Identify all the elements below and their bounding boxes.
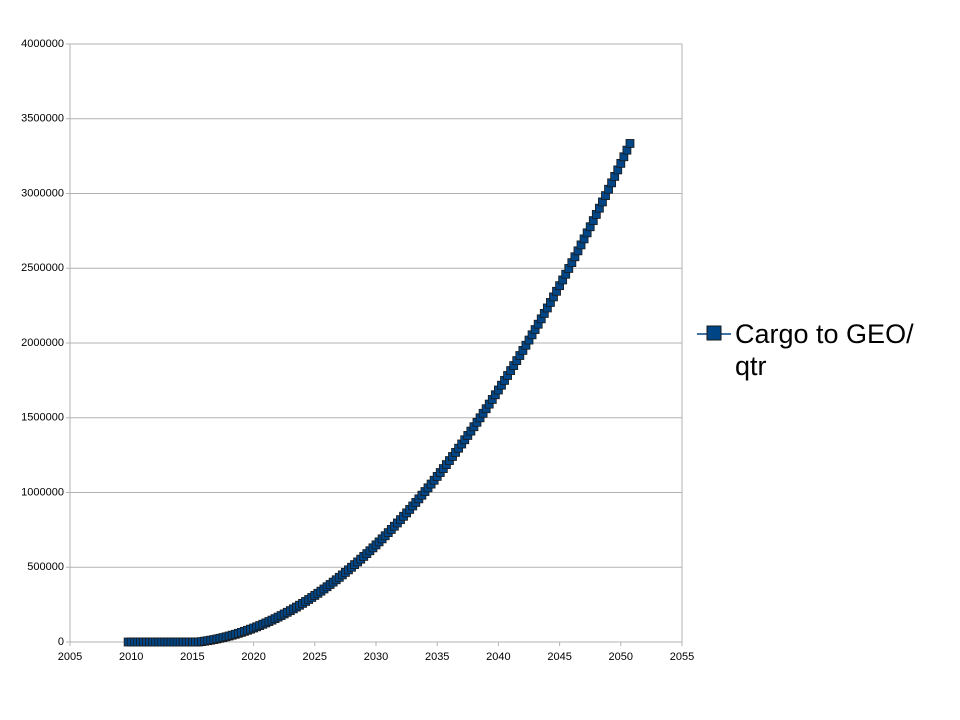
y-tick-label: 2500000 bbox=[21, 262, 64, 274]
x-tick-label: 2025 bbox=[303, 651, 327, 663]
x-tick-label: 2005 bbox=[58, 651, 82, 663]
x-tick-label: 2020 bbox=[241, 651, 265, 663]
x-tick-label: 2010 bbox=[119, 651, 143, 663]
legend-marker bbox=[706, 325, 722, 341]
y-tick-label: 2000000 bbox=[21, 337, 64, 349]
x-tick-label: 2040 bbox=[486, 651, 510, 663]
y-tick-label: 500000 bbox=[27, 561, 64, 573]
y-tick-label: 3000000 bbox=[21, 187, 64, 199]
marker bbox=[625, 139, 635, 148]
y-tick-label: 1000000 bbox=[21, 486, 64, 498]
x-tick-label: 2030 bbox=[364, 651, 388, 663]
x-tick-label: 2015 bbox=[180, 651, 204, 663]
y-tick-label: 1500000 bbox=[21, 412, 64, 424]
x-tick-label: 2055 bbox=[670, 651, 694, 663]
plot-frame bbox=[69, 43, 683, 643]
y-tick-label: 3500000 bbox=[21, 113, 64, 125]
legend-label: Cargo to GEO/ qtr bbox=[735, 319, 914, 381]
x-tick-label: 2045 bbox=[547, 651, 571, 663]
y-tick-label: 0 bbox=[58, 636, 64, 648]
x-tick-label: 2050 bbox=[609, 651, 633, 663]
x-tick-label: 2035 bbox=[425, 651, 449, 663]
y-tick-label: 4000000 bbox=[21, 38, 64, 50]
